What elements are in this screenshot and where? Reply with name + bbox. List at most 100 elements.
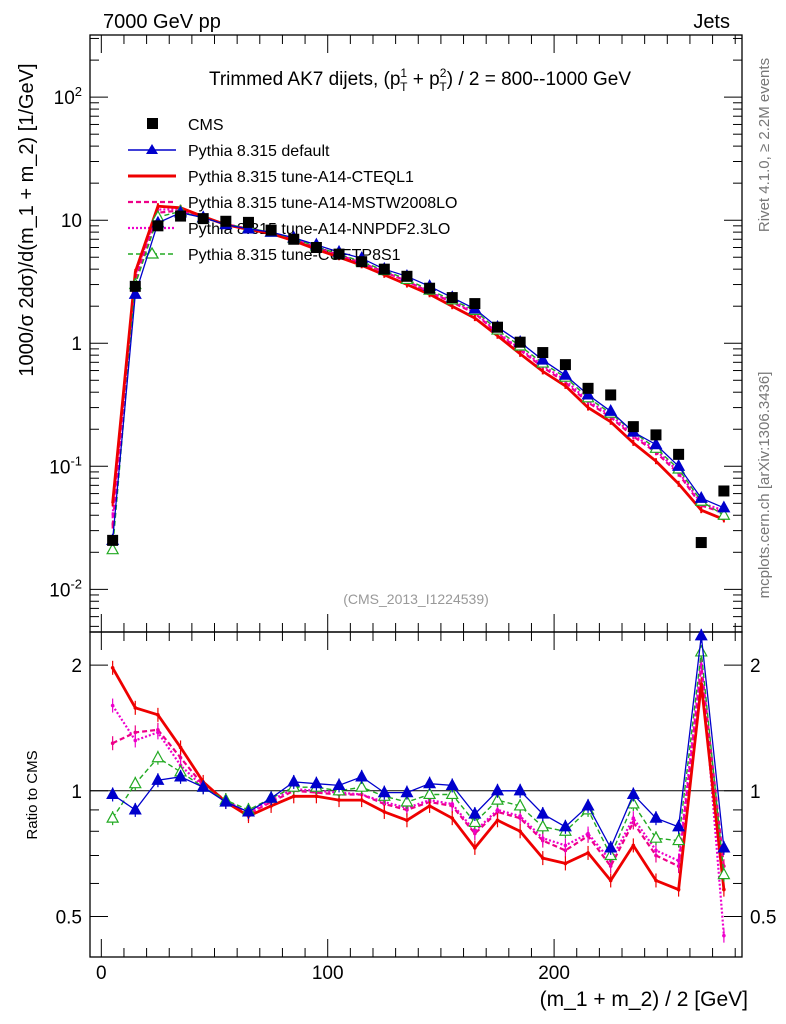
ratio-panel-frame [89, 631, 743, 958]
data-point-cms [197, 213, 209, 225]
data-point-cms [356, 256, 368, 268]
ratio-point-pythia-8-315-tune-a14-mstw2008lo [110, 741, 115, 746]
data-point-cms [129, 280, 141, 292]
data-point-cms [242, 216, 254, 228]
analysis-id: (CMS_2013_I1224539) [343, 591, 489, 607]
ratio-point-pythia-8-315-tune-a14-cteql1 [473, 846, 477, 850]
ratio-line-pythia-8-315-tune-a14-mstw2008lo [112, 664, 725, 869]
y-tick-label: 10-2 [49, 576, 82, 601]
ratio-point-pythia-8-315-default [241, 804, 255, 817]
rivet-label: Rivet 4.1.0, ≥ 2.2M events [756, 58, 773, 232]
ratio-point-pythia-8-315-default [196, 779, 210, 792]
ratio-point-pythia-8-315-default [309, 776, 323, 789]
ratio-point-pythia-8-315-default [604, 840, 618, 853]
plot-layer: 10-2 10-1 1 10 102 0 100 200 0.5 0.5 1 1 2 2 [49, 35, 776, 984]
ratio-point-pythia-8-315-tune-cuetp8s1 [490, 792, 505, 805]
legend-label-default: Pythia 8.315 default [188, 143, 330, 160]
y-tick-label: 1 [71, 334, 82, 355]
mcplots-label: mcplots.cern.ch [arXiv:1306.3436] [756, 372, 773, 599]
ratio-point-pythia-8-315-tune-cuetp8s1 [626, 796, 640, 809]
ratio-y-tick-label: 0.5 [56, 908, 82, 929]
ratio-point-pythia-8-315-tune-a14-mstw2008lo [178, 755, 183, 760]
ratio-point-pythia-8-315-tune-cuetp8s1 [513, 798, 527, 811]
title-sub2: T [439, 80, 447, 94]
ratio-point-pythia-8-315-tune-a14-nnpdf2-3lo [156, 730, 160, 735]
ratio-point-pythia-8-315-tune-a14-cteql1 [110, 666, 115, 670]
ratio-point-pythia-8-315-tune-cuetp8s1 [672, 833, 686, 846]
ratio-point-pythia-8-315-tune-a14-nnpdf2-3lo [563, 843, 568, 848]
ratio-y-tick-label-right: 2 [750, 656, 761, 677]
series-point-pythia-8-315-default [128, 287, 142, 299]
y-tick-label: 102 [54, 84, 82, 109]
ratio-point-pythia-8-315-default [423, 776, 437, 789]
ratio-point-pythia-8-315-tune-a14-cteql1 [586, 851, 590, 855]
data-point-cms [424, 282, 436, 294]
ratio-y-tick-label-right: 0.5 [750, 908, 776, 929]
series-point-pythia-8-315-default [694, 490, 708, 503]
ratio-point-pythia-8-315-tune-a14-cteql1 [269, 804, 273, 808]
ratio-point-pythia-8-315-tune-cuetp8s1 [468, 815, 482, 828]
ratio-point-pythia-8-315-tune-a14-cteql1 [722, 887, 726, 892]
y-tick-label: 10-1 [49, 453, 82, 478]
data-point-cms [673, 448, 685, 460]
ratio-point-pythia-8-315-tune-a14-cteql1 [540, 856, 545, 860]
ratio-point-pythia-8-315-default [513, 783, 527, 796]
data-point-cms [265, 224, 277, 236]
x-tick-label: 200 [538, 963, 570, 984]
legend-item-default: Pythia 8.315 default [128, 143, 330, 160]
data-point-cms [492, 321, 503, 333]
ratio-point-pythia-8-315-tune-a14-nnpdf2-3lo [518, 814, 522, 818]
ratio-point-pythia-8-315-tune-a14-cteql1 [676, 887, 681, 892]
ratio-point-pythia-8-315-default [106, 787, 120, 800]
ratio-point-pythia-8-315-default [672, 819, 686, 832]
ratio-line-pythia-8-315-tune-cuetp8s1 [112, 651, 725, 875]
ratio-point-pythia-8-315-tune-a14-nnpdf2-3lo [631, 816, 636, 820]
data-point-cms [605, 389, 617, 401]
legend-marker-cms [147, 118, 158, 129]
ratio-point-pythia-8-315-tune-a14-nnpdf2-3lo [495, 808, 500, 812]
ratio-point-pythia-8-315-tune-a14-cteql1 [608, 878, 613, 883]
ratio-line-pythia-8-315-tune-a14-nnpdf2-3lo [111, 660, 725, 936]
ratio-point-pythia-8-315-tune-a14-cteql1 [291, 794, 296, 799]
series-point-pythia-8-315-default [672, 459, 686, 471]
ratio-point-pythia-8-315-tune-a14-nnpdf2-3lo [110, 703, 115, 708]
ratio-point-pythia-8-315-tune-a14-cteql1 [156, 713, 160, 717]
data-point-cms [152, 220, 164, 232]
data-point-cms [175, 210, 187, 222]
ratio-point-pythia-8-315-default [377, 785, 391, 798]
ratio-point-pythia-8-315-default [128, 802, 142, 815]
ratio-point-pythia-8-315-tune-a14-cteql1 [563, 861, 568, 866]
data-point-cms [107, 534, 119, 546]
ratio-point-pythia-8-315-tune-a14-nnpdf2-3lo [540, 836, 545, 841]
ratio-point-pythia-8-315-default [536, 806, 550, 819]
ratio-y-tick-label-right: 1 [750, 782, 761, 803]
ratio-point-pythia-8-315-tune-a14-nnpdf2-3lo [654, 848, 658, 853]
ratio-point-pythia-8-315-tune-a14-cteql1 [450, 816, 455, 820]
data-point-cms [333, 248, 345, 260]
data-point-cms [718, 485, 730, 497]
ratio-point-pythia-8-315-tune-a14-nnpdf2-3lo [722, 933, 726, 938]
ratio-point-pythia-8-315-tune-cuetp8s1 [717, 867, 731, 880]
ratio-point-pythia-8-315-tune-cuetp8s1 [151, 750, 165, 763]
series-point-pythia-8-315-default [649, 437, 663, 450]
ratio-point-pythia-8-315-tune-cuetp8s1 [128, 776, 142, 789]
ratio-point-pythia-8-315-tune-a14-cteql1 [178, 745, 183, 750]
ratio-point-pythia-8-315-default [694, 628, 708, 641]
y-tick-label: 10 [61, 211, 82, 232]
legend-item-cteql1: Pythia 8.315 tune-A14-CTEQL1 [128, 169, 414, 186]
ratio-point-pythia-8-315-default [332, 778, 346, 791]
ratio-point-pythia-8-315-tune-a14-nnpdf2-3lo [473, 829, 477, 834]
data-point-cms [401, 270, 413, 282]
ratio-point-pythia-8-315-tune-a14-cteql1 [699, 682, 704, 686]
y-axis-label: 1000/σ 2dσ)/d(m_1 + m_2) [1/GeV] [16, 63, 38, 376]
ratio-point-pythia-8-315-tune-a14-nnpdf2-3lo [586, 831, 590, 836]
ratio-point-pythia-8-315-tune-a14-cteql1 [359, 798, 364, 802]
ratio-point-pythia-8-315-tune-a14-nnpdf2-3lo [676, 858, 681, 863]
data-point-cms [582, 382, 594, 394]
ratio-point-pythia-8-315-default [490, 783, 505, 796]
category-label: Jets [693, 11, 730, 33]
ratio-point-pythia-8-315-tune-a14-mstw2008lo [133, 730, 138, 735]
ratio-point-pythia-8-315-default [468, 806, 482, 819]
title-suffix: ) / 2 = 800--1000 GeV [447, 69, 632, 90]
